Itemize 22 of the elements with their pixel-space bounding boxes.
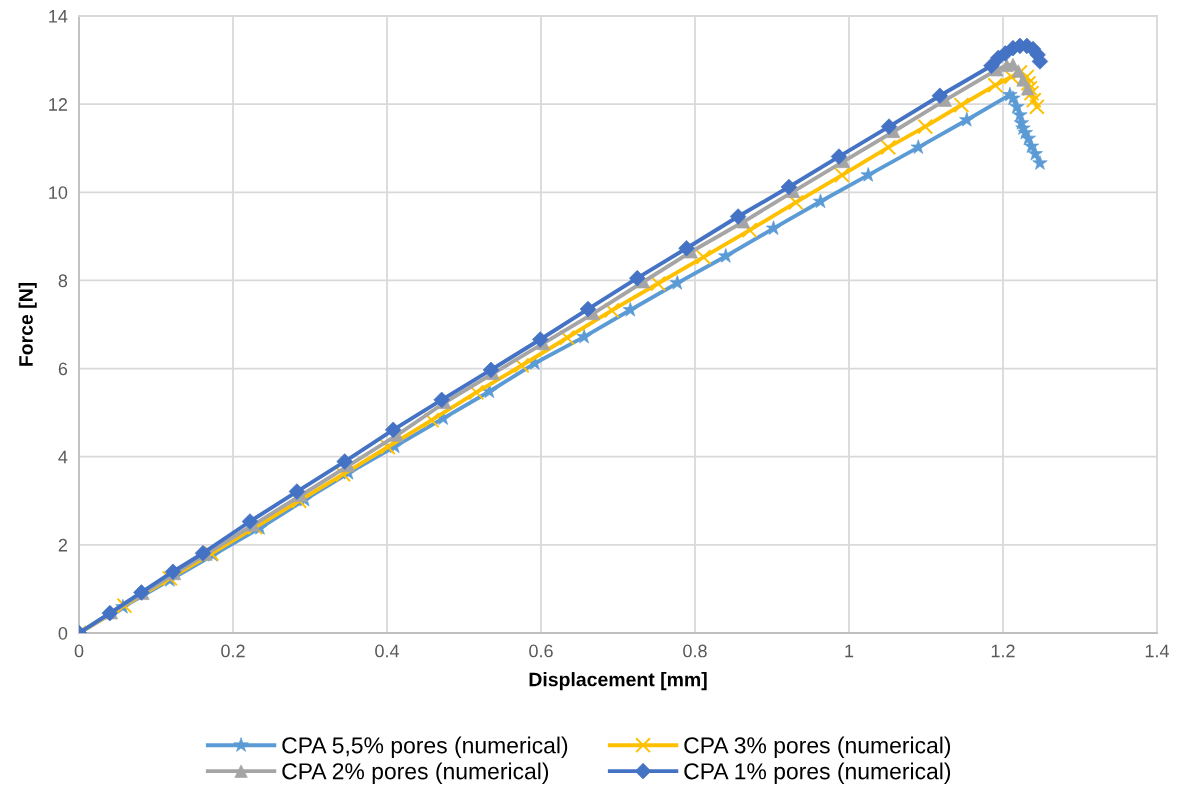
x-tick-label: 0.2 [221, 644, 245, 658]
x-tick-label: 0.6 [529, 644, 553, 658]
y-tick-label: 0 [58, 626, 68, 640]
legend-label: CPA 1% pores (numerical) [684, 762, 951, 784]
x-tick-label: 1.4 [1145, 644, 1169, 658]
x-axis-title: Displacement [mm] [529, 672, 707, 691]
y-tick-label: 8 [58, 274, 68, 288]
y-tick-label: 4 [58, 450, 68, 464]
y-tick-label: 12 [49, 98, 68, 111]
x-tick-label: 0.8 [683, 644, 707, 658]
legend-label: CPA 2% pores (numerical) [282, 762, 549, 784]
x-tick-label: 0.4 [375, 644, 400, 658]
legend-label: CPA 3% pores (numerical) [684, 736, 951, 758]
y-tick-label: 6 [58, 362, 68, 376]
legend-label: CPA 5,5% pores (numerical) [282, 736, 568, 758]
x-tick-label: 0 [74, 644, 84, 658]
y-tick-label: 2 [58, 538, 68, 552]
y-axis-title: Force [N] [18, 282, 37, 366]
x-tick-label: 1 [845, 644, 854, 658]
y-tick-label: 14 [49, 10, 68, 23]
x-tick-label: 1.2 [991, 644, 1015, 658]
y-tick-label: 10 [49, 186, 68, 199]
